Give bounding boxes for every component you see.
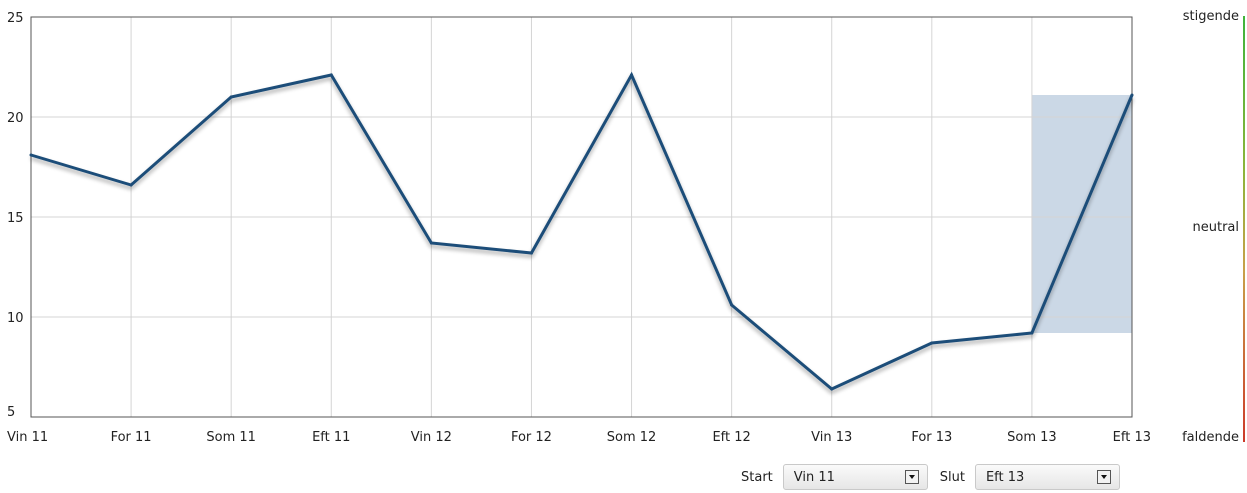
data-point [1030, 331, 1034, 335]
data-point [529, 251, 533, 255]
data-point [129, 183, 133, 187]
series-line [30, 71, 1134, 391]
data-point [1130, 93, 1134, 97]
y-tick-label: 5 [7, 405, 15, 420]
trend-label-neutral: neutral [1192, 220, 1240, 235]
chevron-down-icon[interactable] [904, 470, 919, 484]
data-point [830, 387, 834, 391]
trend-gradient-bar [1243, 16, 1245, 442]
x-tick-label: Som 13 [1007, 430, 1057, 445]
y-tick-label: 20 [7, 111, 24, 126]
x-tick-label: For 13 [911, 430, 952, 445]
x-tick-label: Eft 13 [1113, 430, 1151, 445]
data-point [930, 341, 934, 345]
data-point [630, 73, 634, 77]
trend-line-chart: 5 10 15 20 25 Vin 11 For 11 Som 11 Eft 11 Vin 12… [7, 11, 1151, 445]
x-tick-label: Som 12 [607, 430, 657, 445]
y-tick-label: 10 [7, 311, 24, 326]
y-tick-label: 25 [7, 11, 24, 26]
x-tick-label: Vin 12 [411, 430, 452, 445]
start-label: Start [741, 469, 773, 485]
end-period-value: Eft 13 [985, 469, 1025, 485]
start-period-value: Vin 11 [793, 469, 835, 485]
plot-frame [30, 16, 1133, 418]
x-tick-label: Vin 13 [811, 430, 852, 445]
x-tick-label: Som 11 [206, 430, 256, 445]
x-tick-label: For 12 [511, 430, 552, 445]
end-label: Slut [939, 469, 965, 485]
trend-label-falling: faldende [1182, 430, 1239, 445]
data-point [429, 241, 433, 245]
start-period-select[interactable]: Vin 11 [782, 464, 928, 490]
x-tick-label: Vin 11 [7, 430, 48, 445]
x-tick-label: Eft 11 [312, 430, 350, 445]
data-point [229, 95, 233, 99]
data-point [730, 303, 734, 307]
data-point [329, 73, 333, 77]
end-period-select[interactable]: Eft 13 [974, 464, 1120, 490]
trend-label-rising: stigende [1182, 9, 1239, 24]
x-tick-label: For 11 [111, 430, 152, 445]
x-tick-label: Eft 12 [712, 430, 750, 445]
chevron-down-icon[interactable] [1096, 470, 1111, 484]
period-controls: Start Vin 11 Slut Eft 13 [741, 463, 1120, 491]
data-point [29, 153, 33, 157]
y-tick-label: 15 [7, 211, 24, 226]
